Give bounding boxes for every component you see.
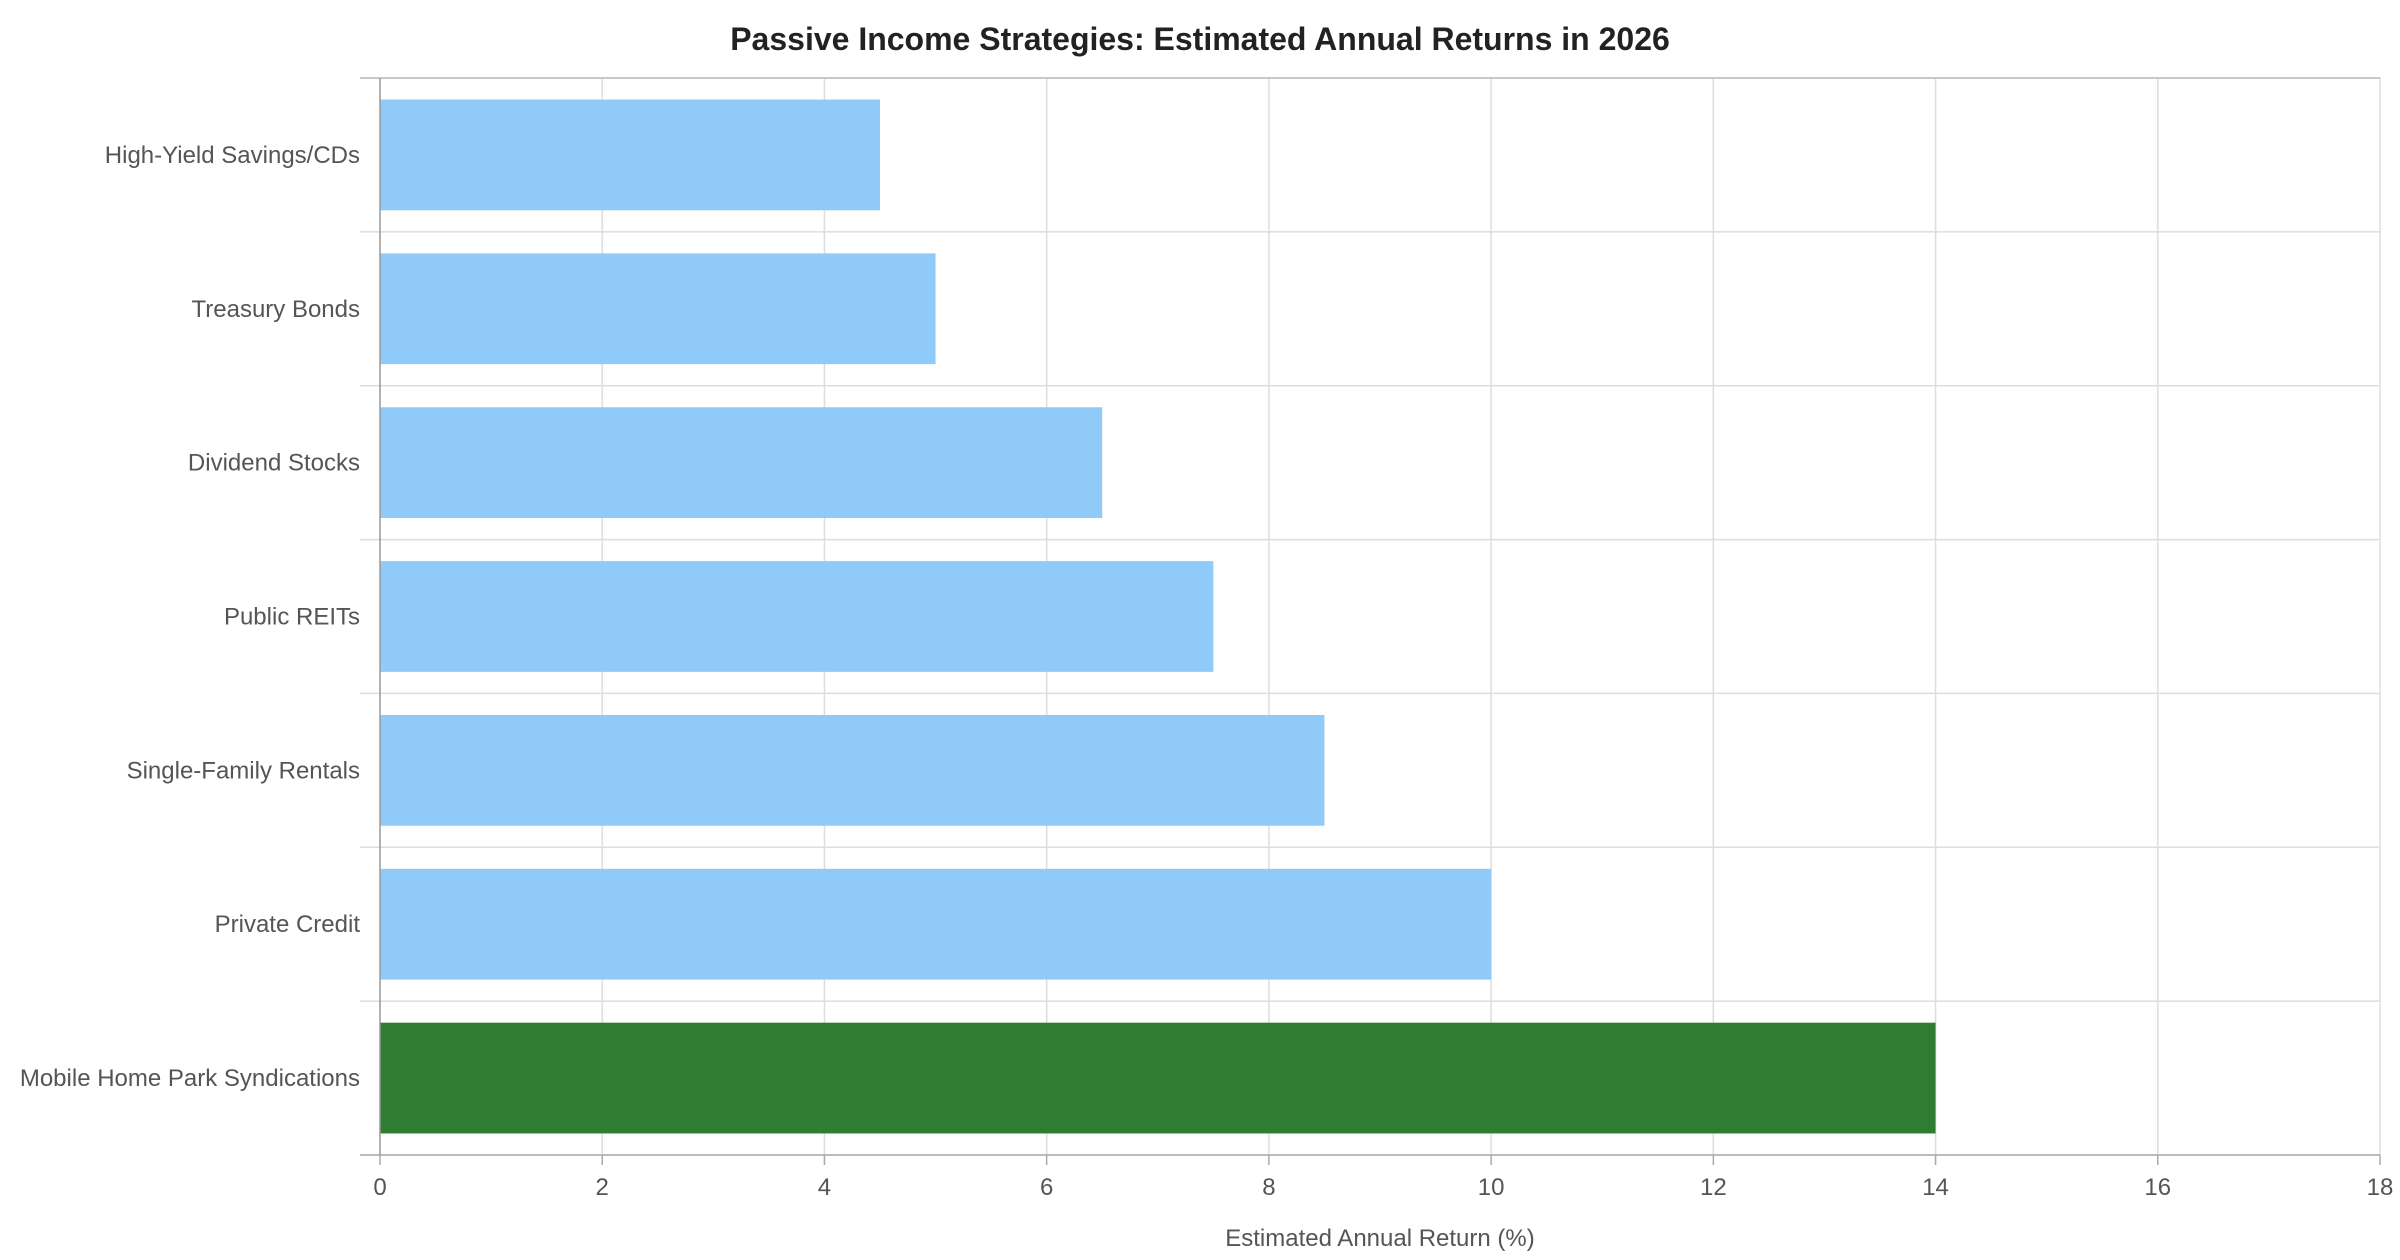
- x-tick-label: 6: [1040, 1174, 1053, 1201]
- category-label: Private Credit: [215, 911, 361, 938]
- x-tick-label: 12: [1700, 1174, 1727, 1201]
- category-label: Dividend Stocks: [188, 450, 360, 477]
- category-label: Public REITs: [224, 604, 360, 631]
- category-label: Mobile Home Park Syndications: [20, 1065, 360, 1092]
- category-label: High-Yield Savings/CDs: [105, 142, 360, 169]
- category-label: Treasury Bonds: [191, 296, 360, 323]
- category-label: Single-Family Rentals: [127, 757, 360, 784]
- x-tick-label: 2: [596, 1174, 609, 1201]
- x-tick-label: 18: [2367, 1174, 2394, 1201]
- bar: [380, 99, 880, 211]
- chart-title: Passive Income Strategies: Estimated Ann…: [730, 21, 1670, 57]
- x-tick-label: 14: [1922, 1174, 1949, 1201]
- axes: 0 2 4 6 8 10 12 14 16 18: [360, 77, 2394, 1201]
- bar: [380, 561, 1214, 672]
- bar: [380, 253, 936, 365]
- bar: [380, 868, 1492, 980]
- labels: High-Yield Savings/CDs Treasury Bonds Divi…: [20, 142, 360, 1092]
- bar: [380, 714, 1325, 826]
- bar: [380, 407, 1103, 519]
- x-tick-label: 8: [1262, 1174, 1275, 1201]
- bars: [380, 99, 1936, 1134]
- x-tick-label: 16: [2144, 1174, 2171, 1201]
- bar: [380, 1022, 1936, 1134]
- x-tick-label: 0: [373, 1174, 386, 1201]
- x-tick-label: 4: [818, 1174, 831, 1201]
- x-axis-title: Estimated Annual Return (%): [1225, 1225, 1534, 1252]
- x-tick-label: 10: [1478, 1174, 1505, 1201]
